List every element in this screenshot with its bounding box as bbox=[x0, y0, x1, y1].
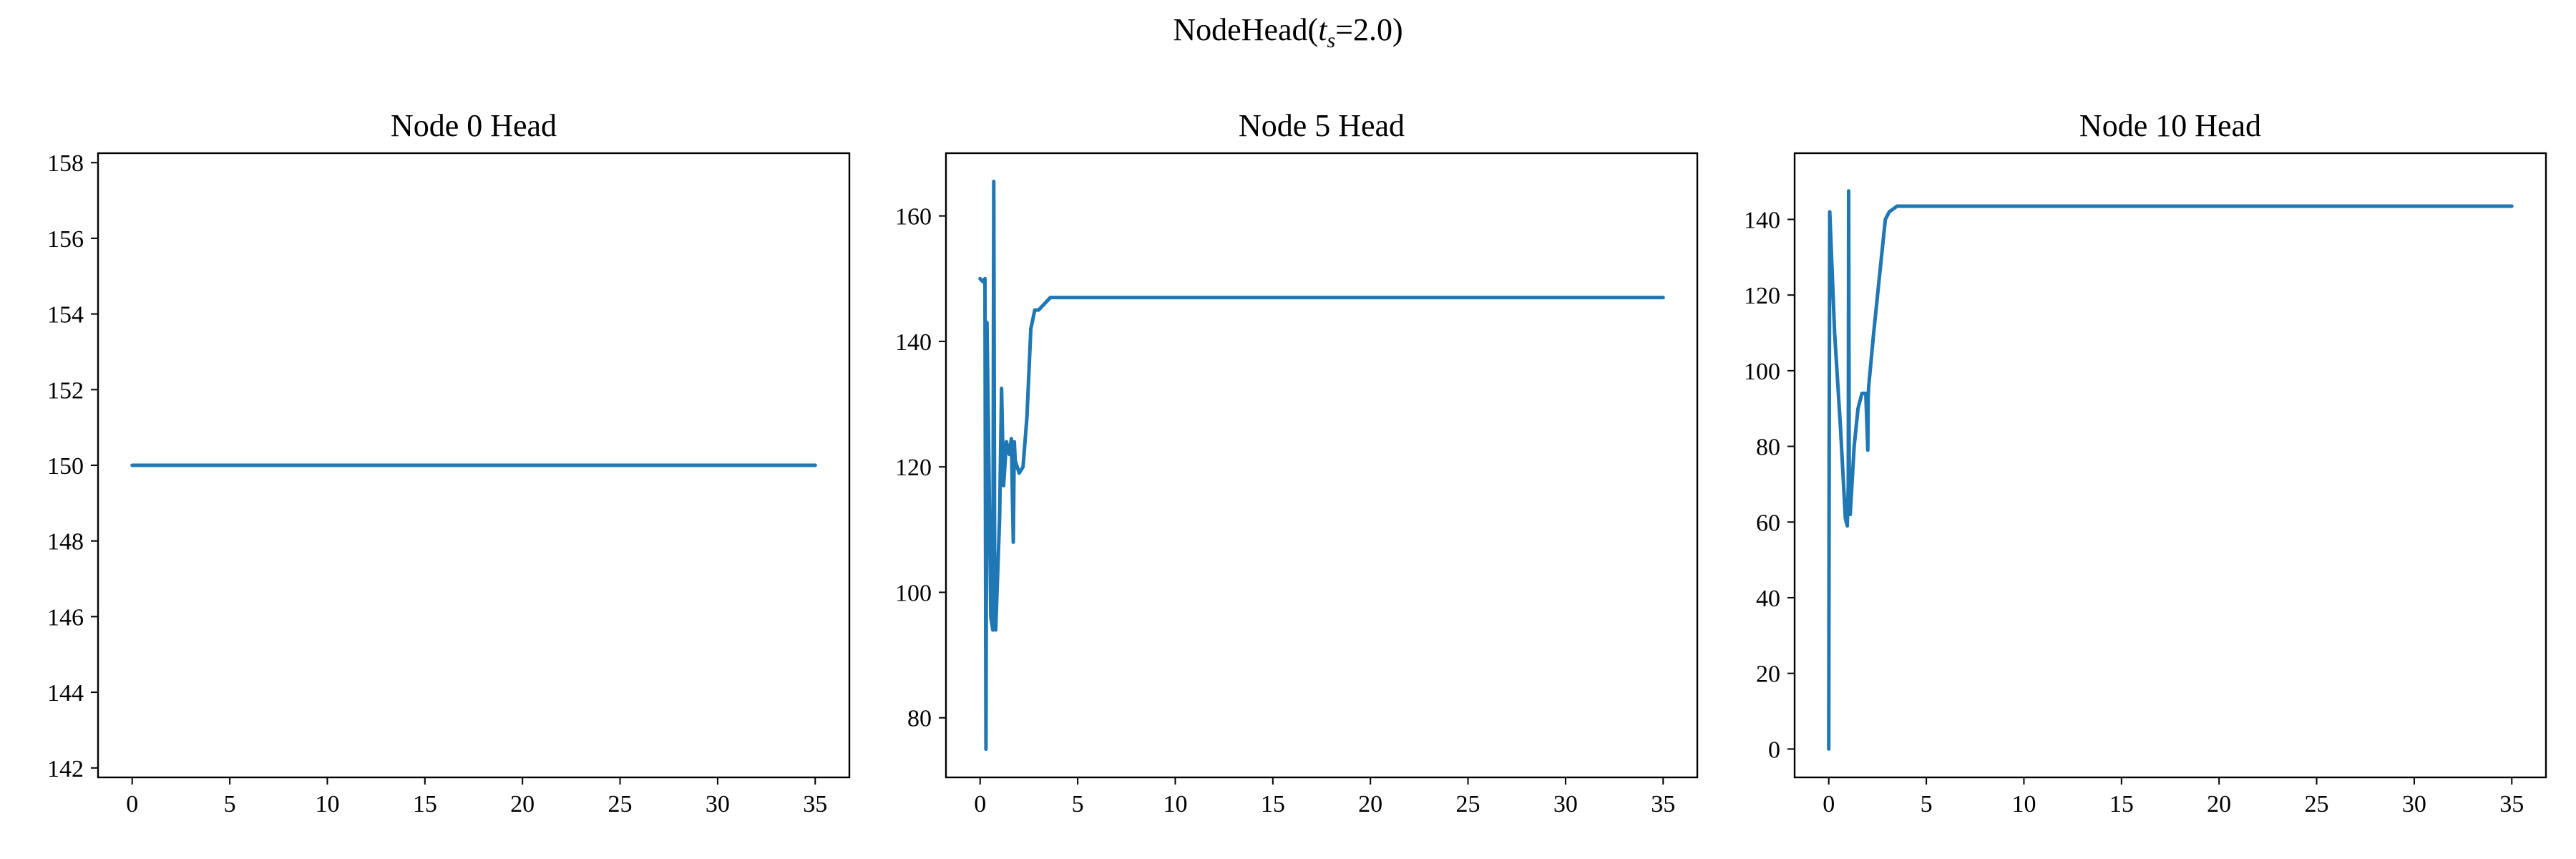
node-10-y-tick-label: 0 bbox=[1768, 737, 1780, 763]
node-10-x-tick-label: 35 bbox=[2499, 791, 2524, 817]
node-10-y-tick-label: 100 bbox=[1744, 359, 1780, 385]
node-5-y-tick-label: 160 bbox=[895, 204, 932, 230]
node-10-x-tick-label: 20 bbox=[2207, 791, 2231, 817]
node-5-y-tick-label: 120 bbox=[895, 455, 932, 481]
node-10-x-tick-label: 25 bbox=[2305, 791, 2329, 817]
node-0-x-tick-label: 20 bbox=[510, 791, 535, 817]
node-10-title: Node 10 Head bbox=[2079, 108, 2261, 143]
node-10-y-tick-label: 60 bbox=[1756, 510, 1780, 536]
node-5-y-tick-label: 140 bbox=[895, 329, 932, 356]
node-10-x-tick-label: 5 bbox=[1921, 791, 1933, 817]
node-5-frame bbox=[945, 152, 1699, 779]
node-0-y-tick-label: 150 bbox=[47, 453, 84, 480]
node-0-y-tick-label: 156 bbox=[47, 226, 84, 253]
node-5-x-tick-label: 25 bbox=[1456, 791, 1480, 817]
node-0-y-tick-label: 142 bbox=[47, 756, 84, 782]
node-0-x-tick-label: 5 bbox=[224, 791, 236, 817]
node-0-y-tick-label: 148 bbox=[47, 529, 84, 555]
node-5-x-tick-label: 10 bbox=[1163, 791, 1187, 817]
node-10-x-tick-label: 15 bbox=[2109, 791, 2134, 817]
node-5-x-tick-label: 35 bbox=[1651, 791, 1675, 817]
node-0-x-tick-label: 35 bbox=[803, 791, 827, 817]
node-10-axes: Node 10 Head 0 5 10 15 20 25 30 35 0 20 40 60 80 100 12… bbox=[1744, 108, 2547, 817]
node-10-y-tick-label: 120 bbox=[1744, 283, 1780, 309]
node-10-frame bbox=[1793, 152, 2547, 779]
node-10-y-tick-label: 140 bbox=[1744, 207, 1780, 233]
node-5-y-tick-label: 100 bbox=[895, 580, 932, 606]
figure-title: NodeHead(ts=2.0) bbox=[1173, 12, 1402, 52]
node-5-axes: Node 5 Head 0 5 10 15 20 25 30 35 80 100 120 140 160 bbox=[895, 108, 1699, 817]
node-0-x-tick-label: 0 bbox=[126, 791, 138, 817]
node-0-y-tick-label: 144 bbox=[47, 680, 84, 707]
node-5-title: Node 5 Head bbox=[1239, 108, 1405, 143]
node-10-y-tick-label: 20 bbox=[1756, 661, 1780, 688]
node-0-y-tick-label: 146 bbox=[47, 604, 84, 631]
node-10-y-tick-label: 80 bbox=[1756, 435, 1780, 461]
node-0-y-tick-label: 158 bbox=[47, 150, 84, 177]
node-0-x-tick-label: 30 bbox=[706, 791, 730, 817]
node-10-x-tick-label: 30 bbox=[2402, 791, 2426, 817]
node-0-x-tick-label: 10 bbox=[315, 791, 339, 817]
node-5-x-tick-label: 30 bbox=[1553, 791, 1578, 817]
node-0-title: Node 0 Head bbox=[391, 108, 557, 143]
node-5-x-tick-label: 0 bbox=[974, 791, 986, 817]
node-10-x-tick-label: 0 bbox=[1823, 791, 1835, 817]
node-10-x-tick-label: 10 bbox=[2011, 791, 2036, 817]
node-10-y-tick-label: 40 bbox=[1756, 586, 1780, 612]
node-0-y-tick-label: 152 bbox=[47, 377, 84, 404]
node-5-series-line bbox=[978, 179, 1665, 752]
node-0-axes: Node 0 Head 0 5 10 15 20 25 30 35 142 144 146 148 150… bbox=[47, 108, 851, 817]
node-5-y-tick-label: 80 bbox=[907, 706, 932, 732]
node-0-x-tick-label: 25 bbox=[608, 791, 633, 817]
node-5-x-tick-label: 15 bbox=[1261, 791, 1285, 817]
node-5-x-tick-label: 20 bbox=[1358, 791, 1382, 817]
node-0-x-tick-label: 15 bbox=[413, 791, 437, 817]
node-5-x-tick-label: 5 bbox=[1072, 791, 1084, 817]
node-10-series-line bbox=[1827, 189, 2514, 751]
node-0-y-tick-label: 154 bbox=[47, 302, 84, 329]
